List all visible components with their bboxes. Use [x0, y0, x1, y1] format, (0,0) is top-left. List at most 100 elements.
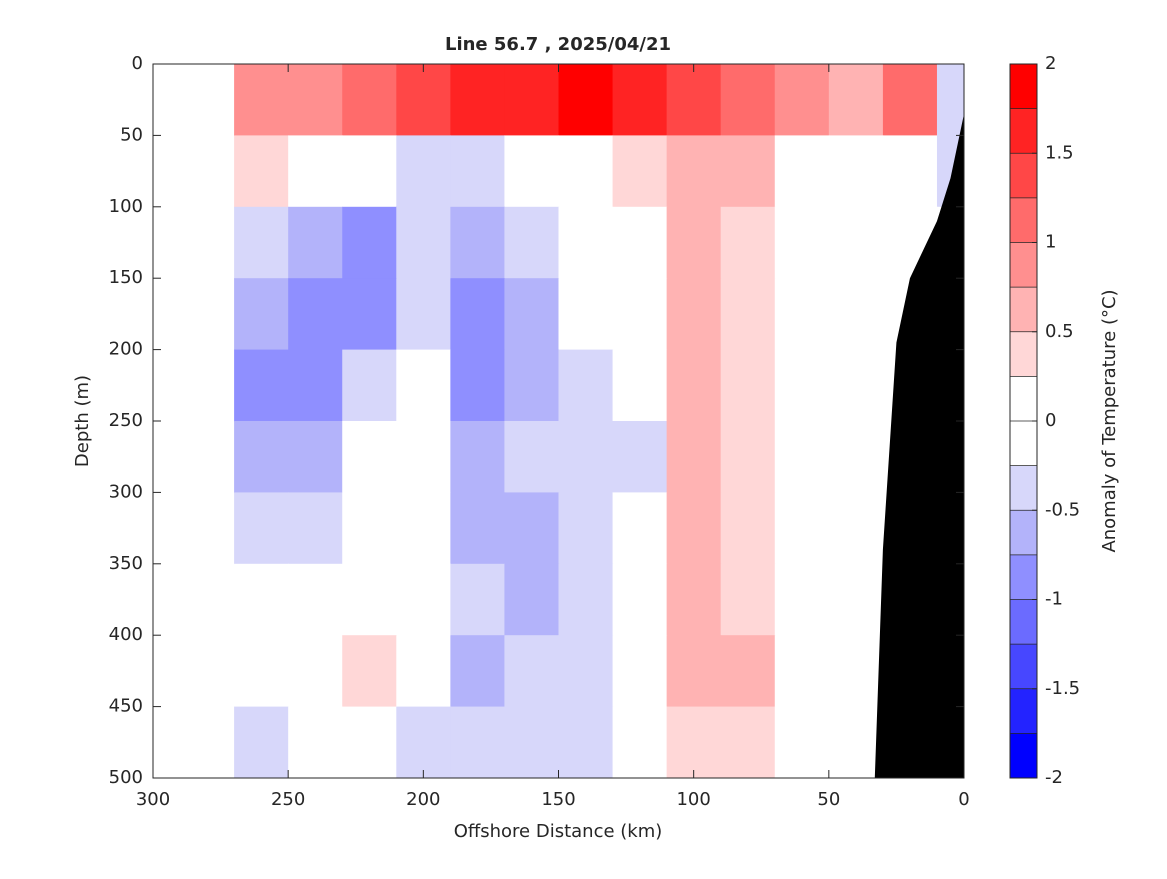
- contour-cell: [666, 64, 722, 136]
- contour-cell: [504, 206, 560, 279]
- colorbar-band: [1010, 242, 1037, 288]
- contour-cell: [234, 278, 289, 351]
- contour-cell: [720, 706, 776, 778]
- colorbar-band: [1010, 465, 1037, 511]
- contour-cell: [450, 635, 506, 708]
- contour-cell: [666, 706, 722, 778]
- contour-cell: [828, 421, 884, 493]
- x-tick-label: 150: [541, 789, 575, 810]
- colorbar-band: [1010, 376, 1037, 421]
- contour-cell: [288, 135, 343, 208]
- contour-cell: [774, 563, 830, 636]
- contour-cell: [396, 492, 451, 565]
- contour-cell: [720, 635, 776, 708]
- colorbar-tick-label: 0.5: [1045, 321, 1074, 342]
- colorbar-tick-label: -1.5: [1045, 678, 1080, 699]
- contour-cell: [450, 349, 506, 422]
- contour-cell: [612, 64, 668, 136]
- y-tick-label: 200: [109, 339, 143, 360]
- contour-cell: [504, 349, 560, 422]
- contour-cell: [288, 563, 343, 636]
- contour-cell: [828, 635, 884, 708]
- contour-cell: [450, 492, 506, 565]
- contour-cell: [558, 706, 614, 778]
- contour-cell: [288, 64, 343, 136]
- contour-cell: [612, 421, 668, 493]
- contour-cell: [288, 492, 343, 565]
- contour-cell: [720, 135, 776, 208]
- contour-cell: [612, 206, 668, 279]
- y-tick-label: 250: [109, 410, 143, 431]
- contour-cell: [936, 64, 964, 136]
- contour-cell: [450, 421, 506, 493]
- colorbar-band: [1010, 644, 1037, 689]
- contour-cell: [342, 135, 397, 208]
- contour-cell: [828, 206, 884, 279]
- contour-cell: [828, 64, 884, 136]
- y-tick-label: 100: [109, 196, 143, 217]
- contour-cell: [342, 64, 397, 136]
- contour-cell: [612, 635, 668, 708]
- contour-cell: [342, 492, 397, 565]
- colorbar-tick-label: -0.5: [1045, 499, 1080, 520]
- contour-cell: [558, 563, 614, 636]
- contour-cell: [882, 64, 938, 136]
- contour-cell: [774, 206, 830, 279]
- contour-cell: [396, 278, 451, 351]
- contour-cell: [234, 206, 289, 279]
- contour-cell: [288, 421, 343, 493]
- contour-cell: [504, 563, 560, 636]
- contour-cell: [342, 206, 397, 279]
- contour-cell: [234, 492, 289, 565]
- contour-cell: [666, 421, 722, 493]
- colorbar-label: Anomaly of Temperature (°C): [1099, 289, 1120, 552]
- colorbar-band: [1010, 599, 1037, 645]
- contour-cell: [882, 135, 938, 208]
- contour-cell: [558, 421, 614, 493]
- contour-cell: [396, 706, 451, 778]
- contour-cell: [666, 278, 722, 351]
- x-tick-label: 300: [136, 789, 170, 810]
- contour-cell: [774, 64, 830, 136]
- y-tick-label: 350: [109, 553, 143, 574]
- colorbar-band: [1010, 421, 1037, 466]
- colorbar-band: [1010, 287, 1037, 332]
- contour-cell: [234, 563, 289, 636]
- contour-cell: [720, 278, 776, 351]
- colorbar-tick-label: -2: [1045, 767, 1063, 788]
- contour-cell: [396, 421, 451, 493]
- contour-cell: [828, 278, 884, 351]
- contour-cell: [612, 492, 668, 565]
- contour-cell: [450, 706, 506, 778]
- contour-cell: [396, 64, 451, 136]
- contour-cell: [342, 635, 397, 708]
- x-axis-label: Offshore Distance (km): [454, 821, 663, 842]
- colorbar-tick-label: -1: [1045, 589, 1063, 610]
- contour-cell: [828, 135, 884, 208]
- contour-cell: [504, 278, 560, 351]
- colorbar-band: [1010, 554, 1037, 600]
- contour-cell: [612, 278, 668, 351]
- contour-cell: [396, 635, 451, 708]
- contour-cell: [774, 492, 830, 565]
- contour-cell: [234, 706, 289, 778]
- contour-cell: [396, 135, 451, 208]
- contour-cell: [774, 278, 830, 351]
- contour-cell: [234, 135, 289, 208]
- field: [234, 64, 964, 778]
- contour-cell: [450, 64, 506, 136]
- contour-cell: [288, 349, 343, 422]
- contour-cell: [396, 349, 451, 422]
- contour-cell: [558, 135, 614, 208]
- contour-cell: [774, 635, 830, 708]
- contour-cell: [558, 278, 614, 351]
- contour-cell: [558, 64, 614, 136]
- contour-cell: [234, 349, 289, 422]
- y-tick-label: 300: [109, 481, 143, 502]
- colorbar-band: [1010, 688, 1037, 734]
- contour-cell: [666, 135, 722, 208]
- contour-cell: [666, 349, 722, 422]
- colorbar-band: [1010, 108, 1037, 154]
- y-axis-label: Depth (m): [72, 375, 93, 467]
